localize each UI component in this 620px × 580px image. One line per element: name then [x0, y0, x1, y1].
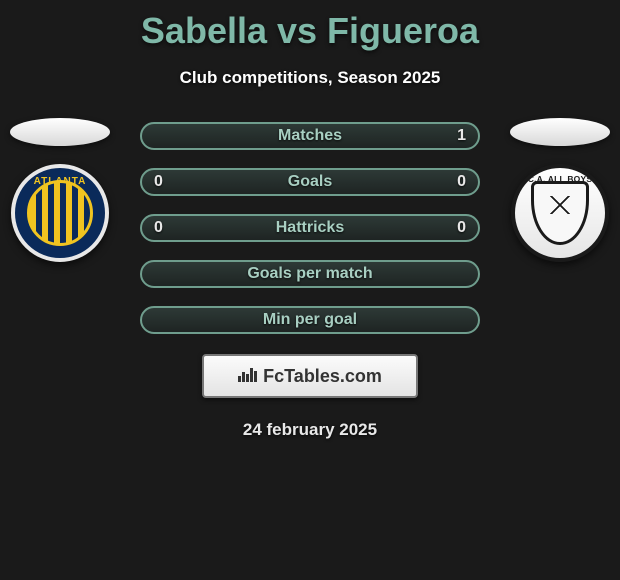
stat-row-min-per-goal: Min per goal [140, 306, 480, 334]
page-title: Sabella vs Figueroa [0, 0, 620, 52]
allboys-shield-icon [531, 181, 589, 245]
stat-label: Goals [288, 173, 332, 191]
stat-row-hattricks: 0 Hattricks 0 [140, 214, 480, 242]
atlanta-stripes-icon [27, 180, 93, 246]
brand-box[interactable]: FcTables.com [202, 354, 418, 398]
date-label: 24 february 2025 [0, 420, 620, 440]
stat-label: Min per goal [263, 311, 357, 329]
player-avatar-placeholder-left [10, 118, 110, 146]
right-team-badge: C.A. ALL BOYS [511, 164, 609, 262]
stat-right-value: 0 [457, 173, 466, 191]
stat-left-value: 0 [154, 219, 163, 237]
stat-right-value: 0 [457, 219, 466, 237]
stat-row-goals: 0 Goals 0 [140, 168, 480, 196]
stat-label: Matches [278, 127, 342, 145]
subtitle: Club competitions, Season 2025 [0, 68, 620, 88]
bar-chart-icon [238, 368, 257, 384]
stat-label: Hattricks [276, 219, 344, 237]
left-team-badge: ATLANTA [11, 164, 109, 262]
right-player-column: C.A. ALL BOYS [500, 118, 620, 262]
stat-row-goals-per-match: Goals per match [140, 260, 480, 288]
stat-label: Goals per match [247, 265, 372, 283]
stat-left-value: 0 [154, 173, 163, 191]
stats-container: Matches 1 0 Goals 0 0 Hattricks 0 Goals … [140, 122, 480, 334]
left-player-column: ATLANTA [0, 118, 120, 262]
player-avatar-placeholder-right [510, 118, 610, 146]
brand-label: FcTables.com [263, 366, 382, 387]
stat-right-value: 1 [457, 127, 466, 145]
stat-row-matches: Matches 1 [140, 122, 480, 150]
